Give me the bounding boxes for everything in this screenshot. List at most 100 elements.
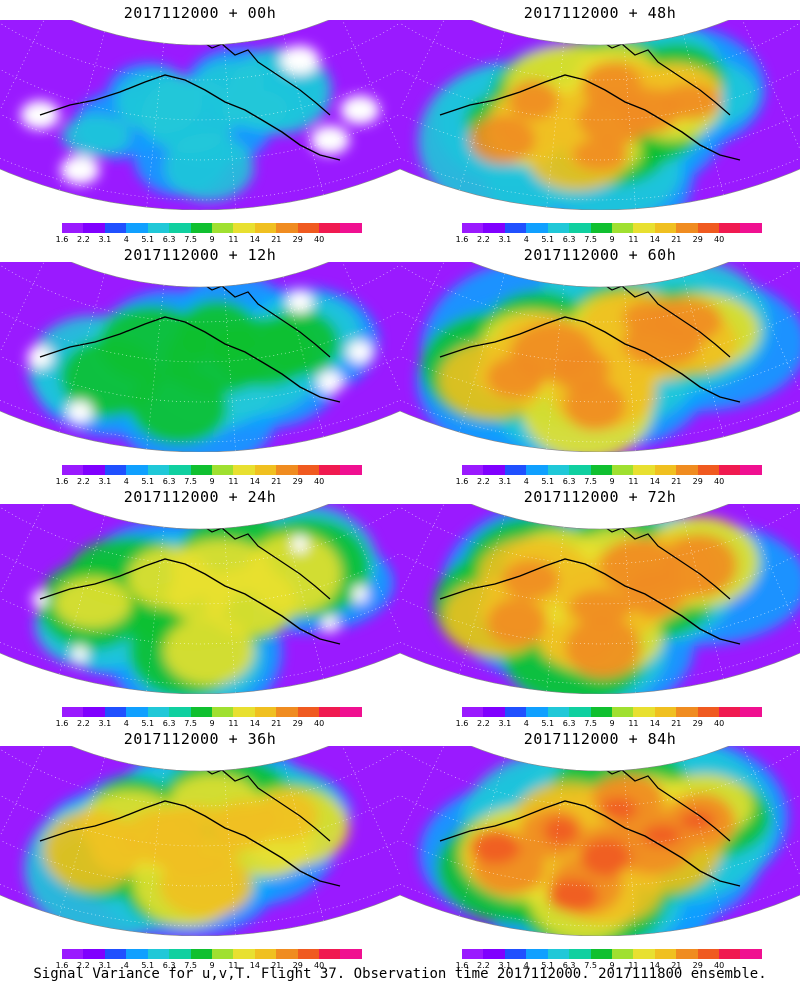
colorbar-label: 5.1 (141, 719, 155, 728)
colorbar-label: 6.3 (562, 477, 576, 486)
colorbar-swatch (633, 223, 655, 233)
colorbar-label: 40 (314, 719, 325, 728)
colorbar-swatch (297, 949, 320, 959)
colorbar-swatch (62, 223, 84, 233)
colorbar-label: 5.1 (541, 961, 555, 970)
colorbar-label: 29 (292, 235, 303, 244)
colorbar-swatch (590, 949, 612, 959)
colorbar-labels: 1.6 2.2 3.1 4 5.1 6.3 7.5 9 11 14 21 29 40 (56, 477, 362, 487)
colorbar-swatch (340, 949, 362, 959)
colorbar-swatch (547, 949, 570, 959)
colorbar-swatch (190, 223, 212, 233)
colorbar-label: 1.6 (455, 477, 469, 486)
colorbar-label: 21 (271, 961, 282, 970)
colorbar-label: 6.3 (562, 961, 576, 970)
colorbar-swatch (126, 223, 148, 233)
colorbar (462, 707, 762, 717)
colorbar-label: 4 (523, 961, 529, 970)
colorbar-label: 9 (609, 477, 615, 486)
map-plot (400, 262, 800, 452)
colorbar-swatch (654, 707, 677, 717)
colorbar-swatch (254, 707, 277, 717)
colorbar-swatch (697, 465, 720, 475)
colorbar-swatch (190, 707, 212, 717)
colorbar-label: 40 (714, 235, 725, 244)
colorbar-swatch (483, 949, 505, 959)
colorbar-label: 11 (228, 961, 239, 970)
colorbar-swatch (462, 949, 484, 959)
colorbar-label: 21 (671, 961, 682, 970)
colorbar-labels: 1.6 2.2 3.1 4 5.1 6.3 7.5 9 11 14 21 29 40 (56, 235, 362, 245)
colorbar-label: 21 (671, 477, 682, 486)
colorbar (62, 465, 362, 475)
colorbar-swatch (611, 465, 634, 475)
colorbar-label: 11 (628, 235, 639, 244)
colorbar-label: 2.2 (77, 477, 90, 486)
colorbar-label: 1.6 (55, 961, 69, 970)
colorbar-label: 7.5 (584, 719, 597, 728)
colorbar-label: 2.2 (477, 477, 490, 486)
colorbar-label: 2.2 (477, 235, 490, 244)
colorbar-labels: 1.6 2.2 3.1 4 5.1 6.3 7.5 9 11 14 21 29 40 (456, 961, 762, 971)
colorbar (462, 949, 762, 959)
colorbar-label: 29 (292, 961, 303, 970)
colorbar-label: 29 (692, 477, 703, 486)
colorbar-label: 9 (209, 477, 215, 486)
colorbar-swatch (611, 949, 634, 959)
colorbar-swatch (483, 465, 505, 475)
colorbar-swatch (740, 707, 762, 717)
colorbar-swatch (83, 949, 105, 959)
colorbar-swatch (297, 707, 320, 717)
colorbar-swatch (340, 223, 362, 233)
colorbar-swatch (319, 465, 341, 475)
colorbar-swatch (126, 707, 148, 717)
colorbar-label: 21 (271, 477, 282, 486)
colorbar-swatch (233, 465, 255, 475)
colorbar-swatch (211, 707, 234, 717)
colorbar-label: 11 (228, 235, 239, 244)
colorbar-labels: 1.6 2.2 3.1 4 5.1 6.3 7.5 9 11 14 21 29 40 (456, 477, 762, 487)
colorbar-swatch (526, 465, 548, 475)
colorbar-swatch (462, 223, 484, 233)
colorbar-label: 14 (249, 961, 260, 970)
panel-60h: 2017112000 + 60h 1.6 2.2 3.1 4 5.1 6.3 7.5 9 11 1… (400, 242, 800, 487)
colorbar-label: 4 (523, 235, 529, 244)
map-plot (0, 504, 400, 694)
panel-title: 2017112000 + 24h (123, 488, 277, 506)
colorbar-label: 29 (292, 477, 303, 486)
colorbar-swatch (62, 949, 84, 959)
colorbar-swatch (569, 223, 591, 233)
colorbar-label: 14 (249, 719, 260, 728)
colorbar-swatch (147, 465, 170, 475)
colorbar-label: 6.3 (162, 961, 176, 970)
colorbar-swatch (340, 707, 362, 717)
colorbar-label: 29 (692, 719, 703, 728)
colorbar-label: 2.2 (477, 719, 490, 728)
panel-title: 2017112000 + 00h (123, 4, 277, 22)
colorbar-swatch (169, 949, 191, 959)
colorbar-label: 14 (649, 719, 660, 728)
colorbar-swatch (740, 949, 762, 959)
colorbar-label: 7.5 (184, 961, 197, 970)
colorbar-swatch (319, 949, 341, 959)
colorbar-label: 4 (123, 961, 129, 970)
colorbar-swatch (697, 707, 720, 717)
colorbar-swatch (526, 949, 548, 959)
colorbar-label: 3.1 (498, 961, 512, 970)
colorbar-label: 21 (271, 719, 282, 728)
colorbar-swatch (676, 223, 698, 233)
map-plot (0, 20, 400, 210)
colorbar-label: 40 (314, 235, 325, 244)
panel-title: 2017112000 + 72h (523, 488, 677, 506)
colorbar-label: 5.1 (141, 477, 155, 486)
colorbar-label: 6.3 (162, 477, 176, 486)
colorbar-swatch (633, 707, 655, 717)
colorbar-swatch (676, 707, 698, 717)
colorbar-swatch (526, 223, 548, 233)
map-plot (0, 746, 400, 936)
colorbar-label: 3.1 (98, 477, 112, 486)
colorbar-swatch (590, 707, 612, 717)
colorbar-swatch (633, 949, 655, 959)
map-plot (400, 20, 800, 210)
colorbar-swatch (547, 223, 570, 233)
